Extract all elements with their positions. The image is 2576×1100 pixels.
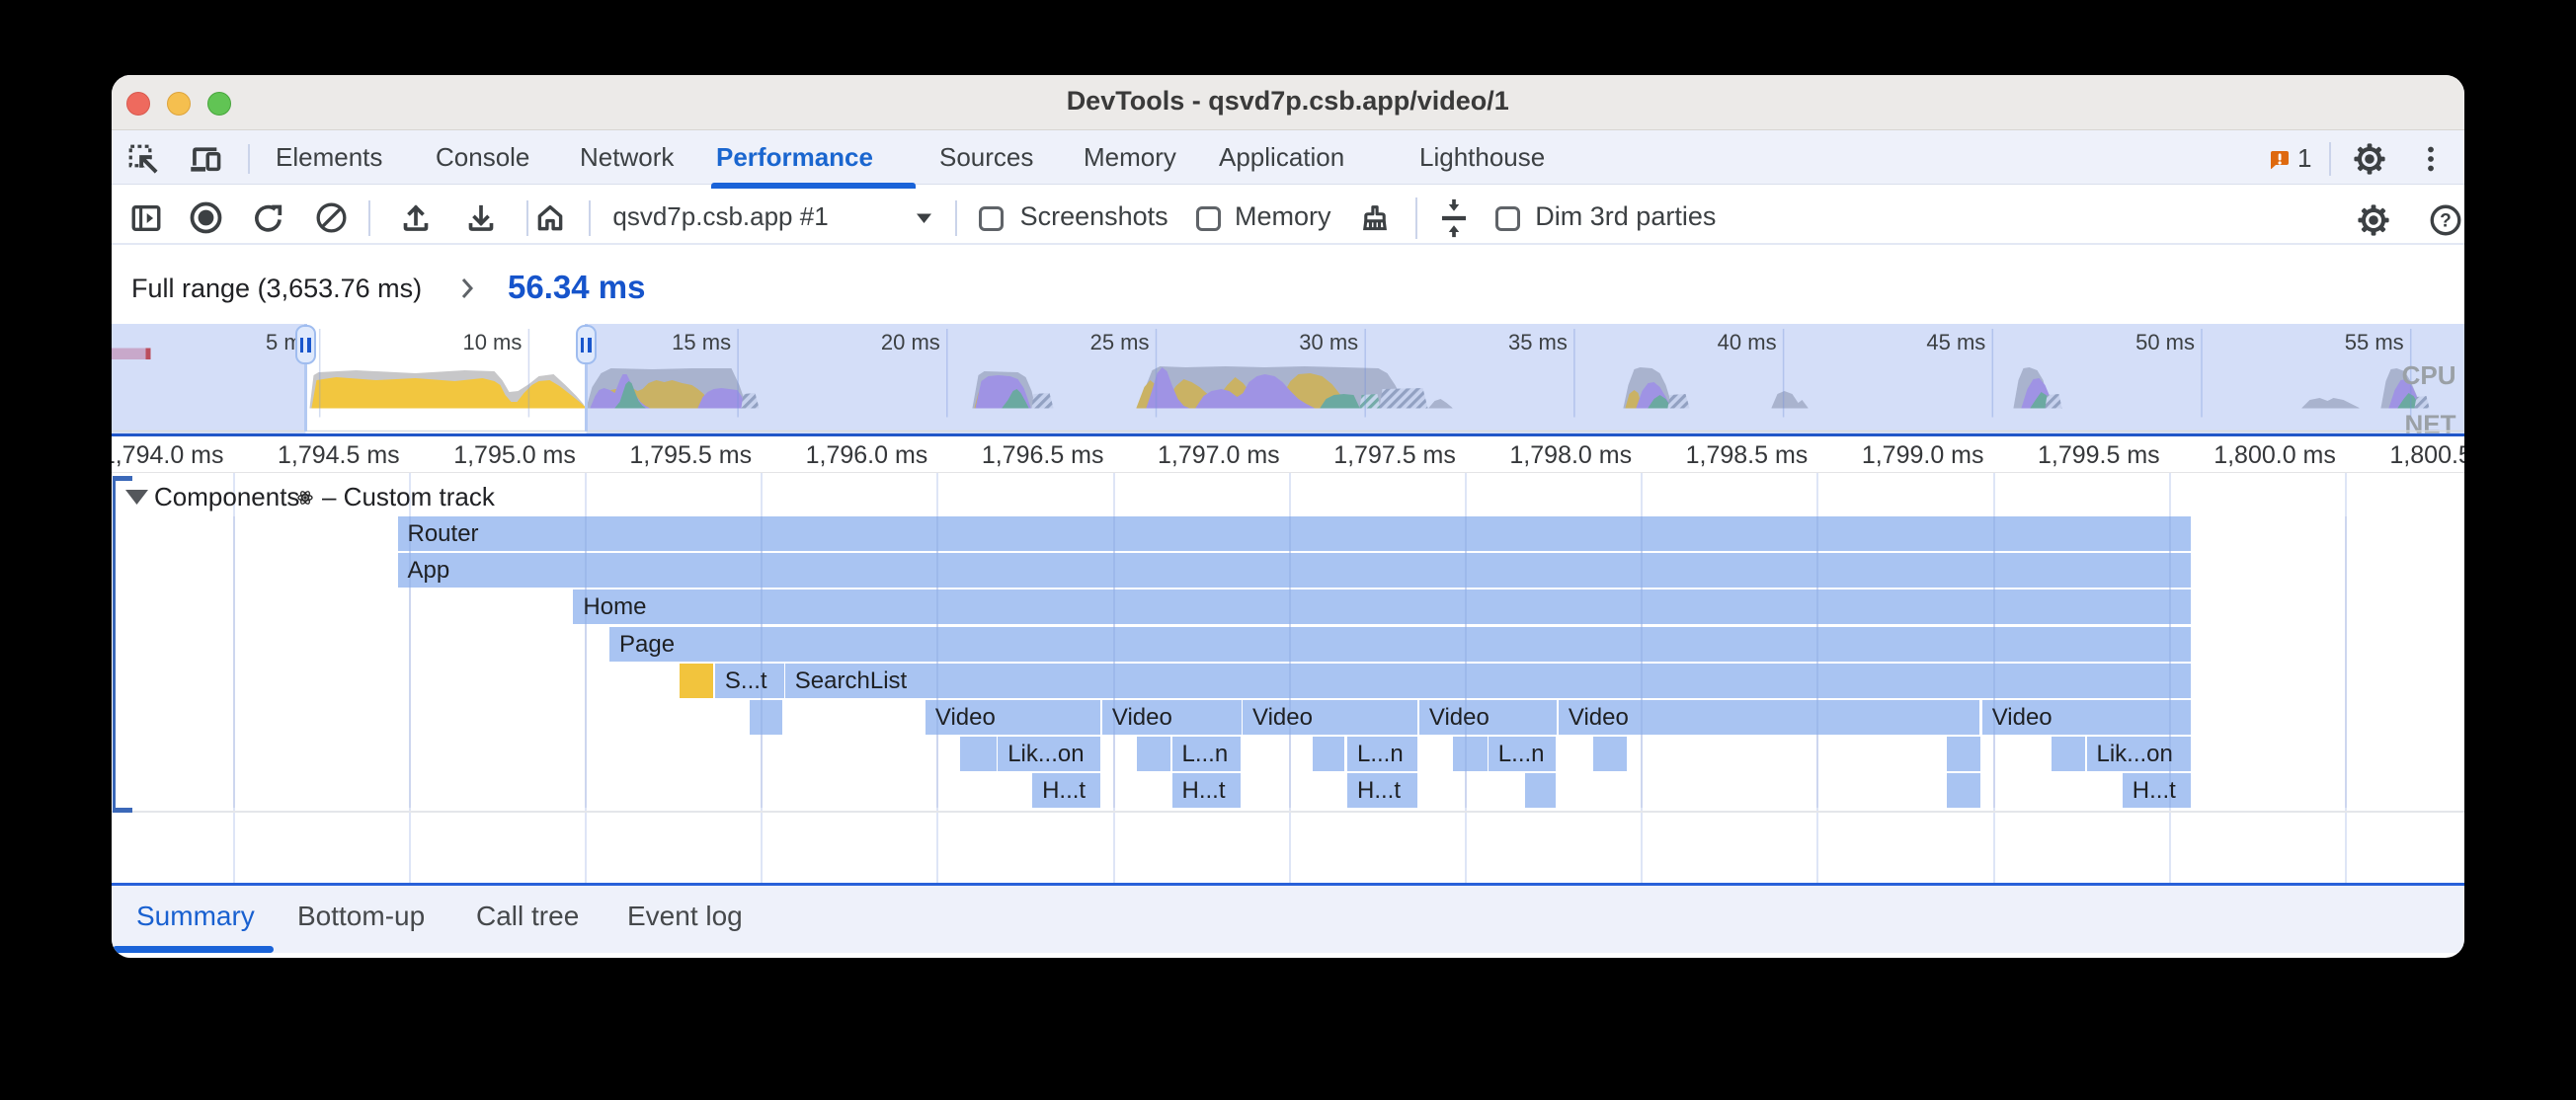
svg-text:45 ms: 45 ms	[1926, 330, 1985, 354]
svg-text:?: ?	[2440, 211, 2452, 232]
svg-text:30 ms: 30 ms	[1299, 330, 1358, 354]
svg-text:40 ms: 40 ms	[1717, 330, 1776, 354]
svg-text:15 ms: 15 ms	[672, 330, 731, 354]
svg-text:35 ms: 35 ms	[1507, 330, 1567, 354]
svg-text:10 ms: 10 ms	[462, 330, 522, 354]
svg-text:55 ms: 55 ms	[2344, 330, 2403, 354]
svg-text:20 ms: 20 ms	[880, 330, 939, 354]
svg-text:50 ms: 50 ms	[2135, 330, 2195, 354]
svg-text:25 ms: 25 ms	[1089, 330, 1149, 354]
svg-text:CPU: CPU	[2401, 360, 2455, 390]
svg-text:NET: NET	[2404, 410, 2455, 437]
